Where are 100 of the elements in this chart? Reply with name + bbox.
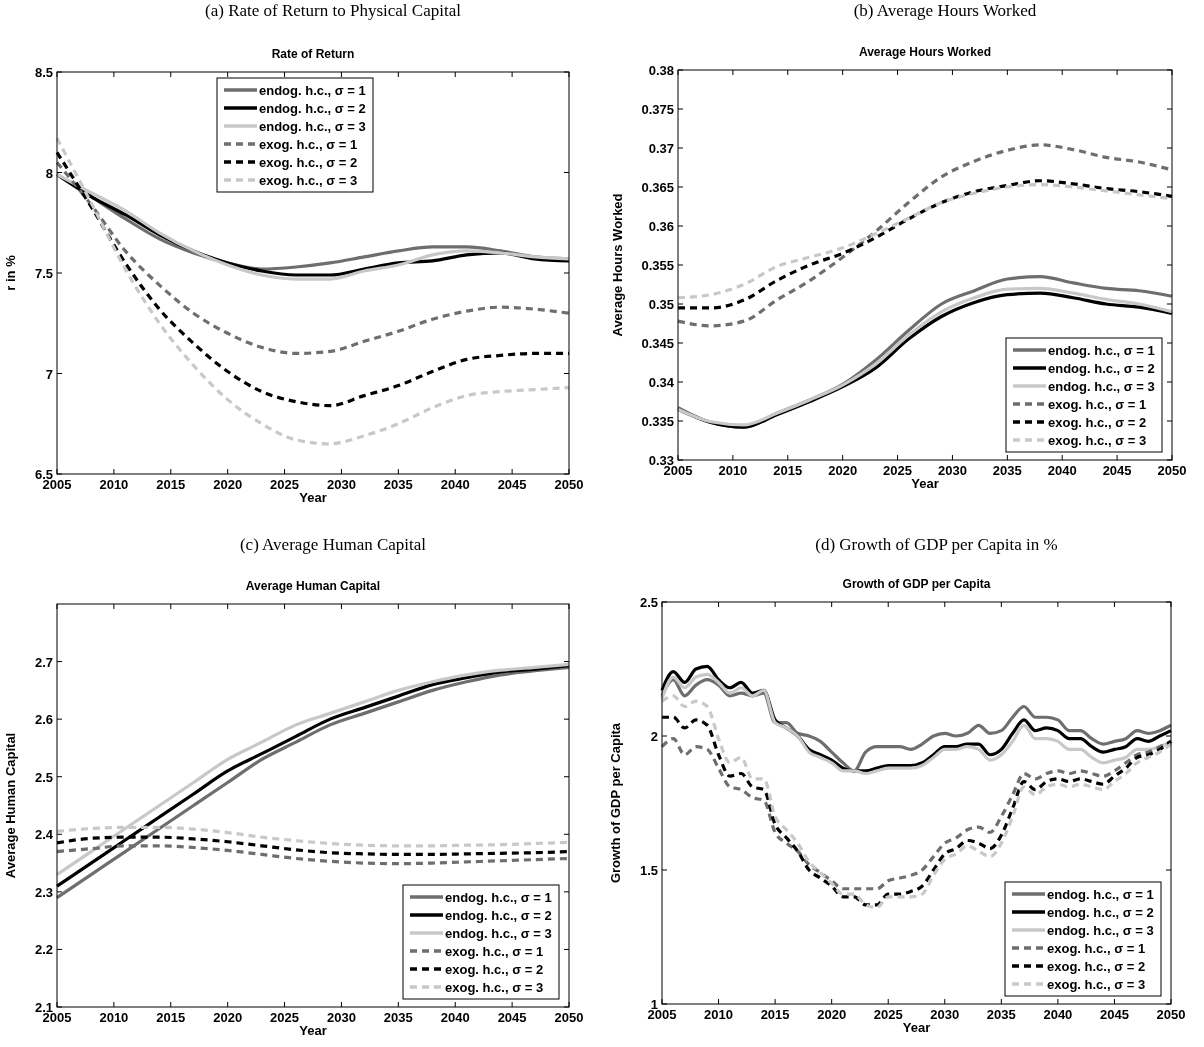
chart-title: Growth of GDP per Capita bbox=[842, 577, 991, 591]
x-tick-label: 2045 bbox=[1102, 463, 1132, 478]
x-tick-label: 2035 bbox=[383, 477, 413, 492]
x-axis-title: Year bbox=[299, 490, 327, 505]
y-axis-title: Average Human Capital bbox=[3, 732, 18, 879]
line-series bbox=[55, 136, 571, 446]
x-tick-label: 2015 bbox=[156, 477, 186, 492]
x-tick-label: 2050 bbox=[1157, 463, 1187, 478]
y-tick-label: 0.35 bbox=[648, 297, 674, 312]
x-tick-label: 2040 bbox=[1043, 1007, 1073, 1022]
x-tick-label: 2015 bbox=[760, 1007, 790, 1022]
x-tick-label: 2050 bbox=[1156, 1007, 1186, 1022]
x-tick-label: 2030 bbox=[326, 1010, 356, 1025]
text: (a) Rate of Return to Physical Capital bbox=[205, 1, 462, 20]
x-axis-title: Year bbox=[902, 1020, 931, 1035]
y-tick-label: 0.355 bbox=[641, 258, 674, 273]
x-tick-label: 2040 bbox=[440, 1010, 470, 1025]
y-tick-label: 2.5 bbox=[34, 769, 53, 785]
y-tick-label: 2 bbox=[650, 729, 658, 744]
legend-label: exog. h.c., σ = 2 bbox=[445, 962, 544, 977]
y-axis-title: Growth of GDP per Capita bbox=[608, 722, 623, 884]
x-axis-title: Year bbox=[299, 1023, 327, 1038]
x-tick-label: 2010 bbox=[718, 463, 748, 478]
legend-label: endog. h.c., σ = 2 bbox=[445, 908, 552, 923]
chart-title: Rate of Return bbox=[271, 47, 355, 61]
y-tick-label: 7.5 bbox=[34, 266, 53, 281]
x-tick-label: 2025 bbox=[883, 463, 913, 478]
x-tick-label: 2005 bbox=[42, 1010, 72, 1025]
x-tick-label: 2030 bbox=[326, 477, 356, 492]
legend-label: endog. h.c., σ = 3 bbox=[1047, 923, 1154, 938]
y-tick-label: 0.34 bbox=[648, 375, 675, 390]
legend-label: endog. h.c., σ = 1 bbox=[259, 83, 366, 98]
x-tick-label: 2010 bbox=[99, 1010, 129, 1025]
y-tick-label: 2.7 bbox=[34, 654, 53, 670]
x-tick-label: 2045 bbox=[497, 1010, 527, 1025]
y-tick-label: 0.37 bbox=[648, 141, 674, 156]
x-tick-label: 2015 bbox=[156, 1010, 186, 1025]
text: (d) Growth of GDP per Capita in % bbox=[815, 535, 1058, 554]
legend-label: exog. h.c., σ = 1 bbox=[259, 137, 358, 152]
legend-label: exog. h.c., σ = 2 bbox=[259, 155, 358, 170]
chart-title: Average Human Capital bbox=[245, 579, 381, 593]
legend-label: endog. h.c., σ = 2 bbox=[1048, 361, 1155, 376]
y-tick-label: 8.5 bbox=[34, 65, 53, 80]
legend-label: exog. h.c., σ = 2 bbox=[1048, 415, 1147, 430]
x-tick-label: 2020 bbox=[828, 463, 858, 478]
y-tick-label: 0.345 bbox=[641, 336, 674, 351]
y-tick-label: 2.6 bbox=[34, 712, 53, 728]
legend-label: endog. h.c., σ = 3 bbox=[1048, 379, 1155, 394]
y-tick-label: 0.365 bbox=[641, 180, 674, 195]
y-tick-label: 0.38 bbox=[648, 63, 674, 78]
x-tick-label: 2045 bbox=[497, 477, 527, 492]
y-axis-title: Average Hours Worked bbox=[610, 193, 625, 337]
x-tick-label: 2010 bbox=[704, 1007, 734, 1022]
legend-label: endog. h.c., σ = 1 bbox=[1047, 887, 1154, 902]
x-tick-label: 2045 bbox=[1099, 1007, 1129, 1022]
y-tick-label: 2.5 bbox=[639, 595, 658, 610]
y-tick-label: 7 bbox=[45, 366, 53, 382]
legend-label: endog. h.c., σ = 1 bbox=[1048, 343, 1155, 358]
y-tick-label: 2.3 bbox=[34, 884, 53, 900]
x-tick-label: 2025 bbox=[270, 477, 300, 492]
x-tick-label: 2025 bbox=[873, 1007, 903, 1022]
legend-label: exog. h.c., σ = 1 bbox=[1047, 941, 1146, 956]
x-tick-label: 2035 bbox=[992, 463, 1022, 478]
text: (c) Average Human Capital bbox=[239, 535, 427, 554]
x-tick-label: 2040 bbox=[440, 477, 470, 492]
x-tick-label: 2040 bbox=[1047, 463, 1077, 478]
y-tick-label: 0.36 bbox=[648, 219, 674, 234]
x-tick-label: 2030 bbox=[937, 463, 967, 478]
legend-label: exog. h.c., σ = 1 bbox=[1048, 397, 1147, 412]
line-series bbox=[55, 160, 571, 355]
y-tick-label: 2.2 bbox=[34, 942, 53, 958]
text: (b) Average Hours Worked bbox=[853, 1, 1037, 20]
x-tick-label: 2020 bbox=[213, 1010, 243, 1025]
y-tick-label: 0.375 bbox=[641, 102, 674, 117]
legend-label: exog. h.c., σ = 3 bbox=[445, 980, 544, 995]
x-tick-label: 2005 bbox=[647, 1007, 677, 1022]
x-tick-label: 2010 bbox=[99, 477, 129, 492]
legend-label: exog. h.c., σ = 3 bbox=[1047, 977, 1146, 992]
x-tick-label: 2015 bbox=[773, 463, 803, 478]
legend-label: endog. h.c., σ = 2 bbox=[259, 101, 366, 116]
y-tick-label: 2.4 bbox=[34, 827, 54, 843]
x-tick-label: 2020 bbox=[817, 1007, 847, 1022]
legend-label: endog. h.c., σ = 1 bbox=[445, 890, 552, 905]
x-tick-label: 2020 bbox=[213, 477, 243, 492]
legend-label: exog. h.c., σ = 3 bbox=[1048, 433, 1147, 448]
x-tick-label: 2050 bbox=[554, 477, 584, 492]
legend-label: exog. h.c., σ = 3 bbox=[259, 173, 358, 188]
y-tick-label: 1.5 bbox=[639, 863, 658, 878]
legend-label: exog. h.c., σ = 2 bbox=[1047, 959, 1146, 974]
x-tick-label: 2025 bbox=[270, 1010, 300, 1025]
x-axis-title: Year bbox=[911, 476, 939, 491]
legend-label: endog. h.c., σ = 2 bbox=[1047, 905, 1154, 920]
x-tick-label: 2050 bbox=[554, 1010, 584, 1025]
legend-label: endog. h.c., σ = 3 bbox=[445, 926, 552, 941]
y-tick-label: 8 bbox=[45, 165, 53, 181]
y-axis-title: r in % bbox=[3, 254, 18, 291]
legend-label: endog. h.c., σ = 3 bbox=[259, 119, 366, 134]
legend-label: exog. h.c., σ = 1 bbox=[445, 944, 544, 959]
chart-title: Average Hours Worked bbox=[858, 45, 992, 59]
y-tick-label: 0.335 bbox=[641, 414, 674, 429]
